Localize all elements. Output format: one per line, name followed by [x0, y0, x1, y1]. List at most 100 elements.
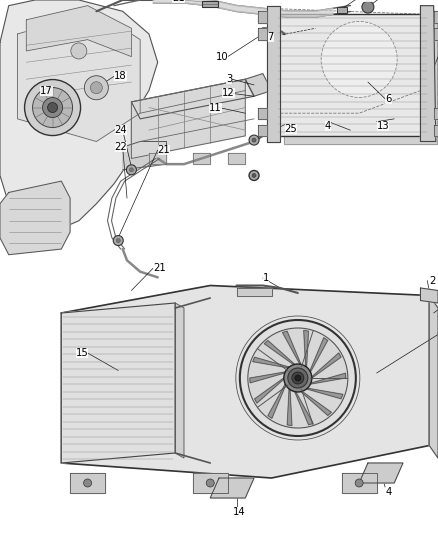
Polygon shape: [301, 391, 332, 416]
Text: 10: 10: [216, 52, 228, 62]
Circle shape: [127, 165, 136, 175]
Polygon shape: [311, 373, 346, 384]
Polygon shape: [307, 388, 343, 399]
Polygon shape: [420, 6, 436, 141]
Polygon shape: [61, 286, 429, 478]
Circle shape: [252, 138, 256, 142]
Circle shape: [48, 102, 57, 112]
Polygon shape: [359, 463, 403, 483]
Polygon shape: [295, 392, 313, 425]
Polygon shape: [254, 378, 284, 403]
Polygon shape: [18, 11, 140, 141]
Polygon shape: [267, 6, 280, 141]
Circle shape: [288, 368, 308, 388]
Text: 20: 20: [381, 0, 394, 2]
Polygon shape: [237, 288, 272, 295]
Polygon shape: [131, 79, 254, 119]
Text: 25: 25: [285, 124, 297, 134]
Polygon shape: [193, 153, 210, 164]
Text: 18: 18: [114, 71, 127, 82]
Text: 24: 24: [115, 125, 127, 135]
Polygon shape: [245, 74, 272, 96]
Polygon shape: [268, 384, 286, 418]
Text: 15: 15: [76, 348, 88, 358]
Text: 4: 4: [385, 487, 392, 497]
Polygon shape: [258, 11, 267, 22]
Circle shape: [32, 87, 73, 127]
Polygon shape: [175, 303, 184, 458]
Circle shape: [248, 328, 348, 428]
Text: 21: 21: [158, 145, 170, 155]
Text: 22: 22: [115, 142, 127, 152]
Text: 12: 12: [222, 88, 235, 99]
Polygon shape: [283, 331, 301, 365]
Text: 1: 1: [263, 273, 269, 283]
Text: 14: 14: [233, 507, 245, 517]
Polygon shape: [70, 473, 105, 493]
Polygon shape: [342, 473, 377, 493]
Polygon shape: [0, 0, 158, 232]
Bar: [202, 1, 218, 7]
Polygon shape: [26, 6, 131, 56]
Circle shape: [321, 21, 397, 98]
Circle shape: [85, 76, 108, 100]
Text: 4: 4: [325, 120, 331, 131]
Polygon shape: [312, 353, 341, 378]
Circle shape: [25, 79, 81, 135]
Polygon shape: [429, 295, 438, 458]
Circle shape: [249, 171, 259, 181]
Bar: [337, 7, 346, 13]
Polygon shape: [228, 153, 245, 164]
Circle shape: [42, 98, 63, 118]
Polygon shape: [284, 22, 437, 144]
Polygon shape: [153, 0, 333, 17]
Text: 13: 13: [377, 120, 389, 131]
Polygon shape: [434, 11, 438, 22]
Polygon shape: [123, 141, 166, 170]
Polygon shape: [210, 478, 254, 498]
Polygon shape: [420, 288, 438, 303]
Circle shape: [249, 135, 259, 145]
Polygon shape: [434, 108, 438, 119]
Polygon shape: [131, 79, 245, 158]
Text: 3: 3: [226, 74, 233, 84]
Text: 21: 21: [153, 263, 166, 273]
Polygon shape: [61, 303, 175, 463]
Circle shape: [284, 364, 312, 392]
Polygon shape: [304, 330, 308, 367]
Text: 6: 6: [385, 94, 392, 104]
Circle shape: [295, 375, 301, 381]
Polygon shape: [0, 181, 70, 255]
Polygon shape: [149, 153, 166, 164]
Circle shape: [252, 173, 256, 177]
Circle shape: [71, 43, 87, 59]
Polygon shape: [276, 14, 429, 136]
Circle shape: [292, 372, 304, 384]
Circle shape: [84, 479, 92, 487]
Polygon shape: [434, 28, 438, 39]
Text: 21: 21: [359, 0, 372, 2]
Polygon shape: [258, 108, 267, 119]
Polygon shape: [287, 389, 292, 426]
Circle shape: [206, 479, 214, 487]
Circle shape: [113, 236, 123, 246]
Polygon shape: [258, 28, 267, 39]
Text: 7: 7: [268, 32, 274, 42]
Circle shape: [129, 168, 134, 172]
Text: 21: 21: [172, 0, 185, 3]
Polygon shape: [264, 341, 295, 365]
Polygon shape: [193, 473, 228, 493]
Circle shape: [240, 320, 356, 436]
Polygon shape: [310, 337, 328, 372]
Circle shape: [355, 479, 363, 487]
Text: 17: 17: [40, 86, 53, 95]
Polygon shape: [250, 372, 285, 383]
Polygon shape: [434, 125, 438, 136]
Circle shape: [90, 82, 102, 94]
Circle shape: [362, 1, 374, 13]
Text: 2: 2: [429, 276, 436, 286]
Circle shape: [116, 239, 120, 243]
Text: 11: 11: [209, 102, 222, 112]
Polygon shape: [253, 357, 289, 368]
Polygon shape: [258, 125, 267, 136]
